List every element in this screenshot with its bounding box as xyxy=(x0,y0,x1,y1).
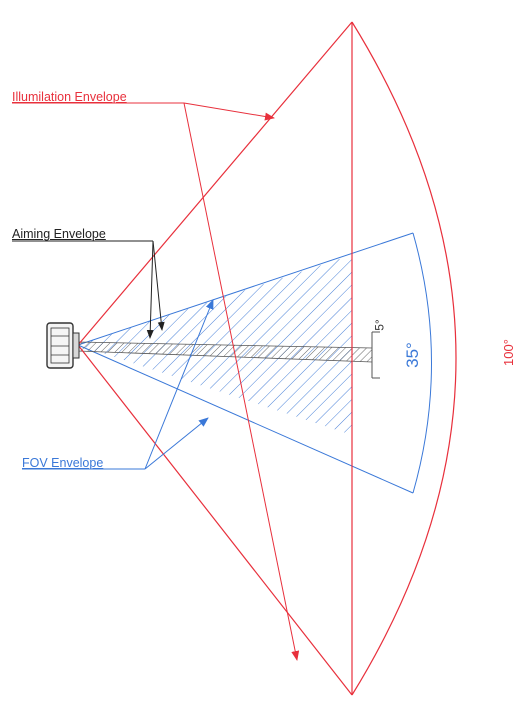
illumination-leaders xyxy=(12,102,300,661)
fov-leaders xyxy=(22,299,214,470)
scanner-device xyxy=(46,322,80,369)
illumination-angle-label: 100° xyxy=(500,339,516,366)
illumination-envelope-label: Illumilation Envelope xyxy=(12,90,127,104)
fov-angle-label: 35° xyxy=(402,342,422,368)
aiming-angle-label: 5° xyxy=(372,319,387,331)
aiming-leaders xyxy=(12,240,165,339)
aiming-envelope-label: Aiming Envelope xyxy=(12,227,106,241)
fov-envelope-label: FOV Envelope xyxy=(22,456,104,470)
illumination-envelope xyxy=(77,21,457,696)
